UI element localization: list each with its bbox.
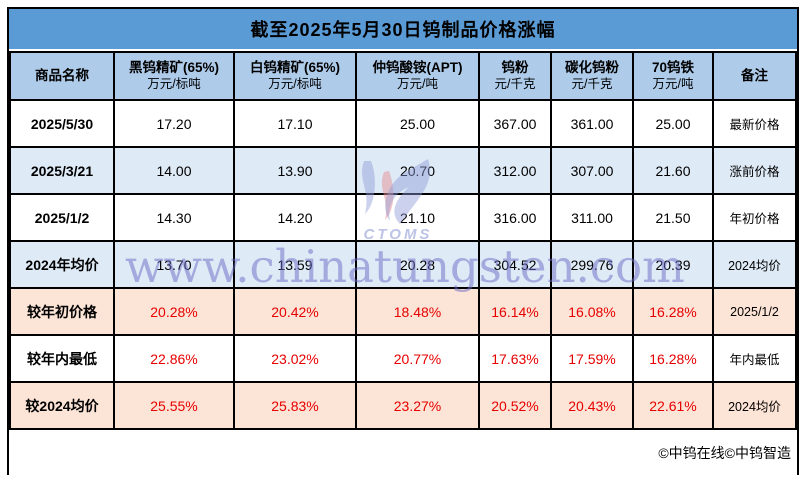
table-row: 较年内最低 22.86% 23.02% 20.77% 17.63% 17.59%… <box>9 334 797 383</box>
price-cell: 13.59 <box>233 240 357 289</box>
column-header-remark: 备注 <box>712 51 797 101</box>
note-cell: 年初价格 <box>712 193 797 242</box>
price-cell: 316.00 <box>478 193 552 242</box>
column-header-label: 黑钨精矿(65%) <box>128 59 219 75</box>
price-cell: 361.00 <box>550 99 634 148</box>
change-cell: 17.63% <box>478 334 552 383</box>
row-label: 2025/5/30 <box>9 99 115 148</box>
table-row: 较2024均价 25.55% 25.83% 23.27% 20.52% 20.4… <box>9 381 797 430</box>
column-header-scheelite: 白钨精矿(65%) 万元/标吨 <box>233 51 357 101</box>
column-header-tungsten-powder: 钨粉 元/千克 <box>478 51 552 101</box>
column-header-apt: 仲钨酸铵(APT) 万元/吨 <box>355 51 480 101</box>
table-row: 2024年均价 13.70 13.59 20.28 304.52 299.76 … <box>9 240 797 289</box>
change-cell: 20.43% <box>550 381 634 430</box>
change-cell: 16.14% <box>478 287 552 336</box>
price-cell: 14.00 <box>113 146 235 195</box>
row-label: 较2024均价 <box>9 381 115 430</box>
price-cell: 307.00 <box>550 146 634 195</box>
note-cell: 涨前价格 <box>712 146 797 195</box>
note-cell: 最新价格 <box>712 99 797 148</box>
note-cell: 2024均价 <box>712 381 797 430</box>
price-cell: 17.10 <box>233 99 357 148</box>
row-label: 2025/3/21 <box>9 146 115 195</box>
change-cell: 16.28% <box>632 287 714 336</box>
row-label: 2025/1/2 <box>9 193 115 242</box>
change-cell: 20.52% <box>478 381 552 430</box>
column-header-product: 商品名称 <box>9 51 115 101</box>
price-cell: 20.28 <box>355 240 480 289</box>
column-header-label: 商品名称 <box>35 67 89 83</box>
column-header-carbide-powder: 碳化钨粉 元/千克 <box>550 51 634 101</box>
copyright-text: ©中钨在线©中钨智造 <box>658 444 791 461</box>
column-header-unit: 万元/吨 <box>397 76 438 91</box>
change-cell: 22.86% <box>113 334 235 383</box>
column-header-label: 备注 <box>741 67 768 83</box>
price-cell: 14.30 <box>113 193 235 242</box>
change-cell: 25.83% <box>233 381 357 430</box>
price-cell: 13.70 <box>113 240 235 289</box>
column-header-unit: 万元/吨 <box>652 76 694 91</box>
table-row: 2025/3/21 14.00 13.90 20.70 312.00 307.0… <box>9 146 797 195</box>
column-header-unit: 万元/标吨 <box>268 76 322 91</box>
note-cell: 2025/1/2 <box>712 287 797 336</box>
footer-bar: ©中钨在线©中钨智造 <box>9 430 797 475</box>
price-cell: 13.90 <box>233 146 357 195</box>
column-header-unit: 元/千克 <box>571 76 613 91</box>
price-cell: 304.52 <box>478 240 552 289</box>
change-cell: 23.27% <box>355 381 480 430</box>
table-row: 2025/5/30 17.20 17.10 25.00 367.00 361.0… <box>9 99 797 148</box>
note-cell: 年内最低 <box>712 334 797 383</box>
change-cell: 20.77% <box>355 334 480 383</box>
price-cell: 20.39 <box>632 240 714 289</box>
column-header-label: 白钨精矿(65%) <box>249 59 340 75</box>
row-label: 较年初价格 <box>9 287 115 336</box>
price-cell: 21.50 <box>632 193 714 242</box>
table-title: 截至2025年5月30日钨制品价格涨幅 <box>9 9 797 51</box>
change-cell: 22.61% <box>632 381 714 430</box>
row-label: 较年内最低 <box>9 334 115 383</box>
price-cell: 299.76 <box>550 240 634 289</box>
column-header-ferrotungsten: 70钨铁 万元/吨 <box>632 51 714 101</box>
change-cell: 16.28% <box>632 334 714 383</box>
price-table-card: 截至2025年5月30日钨制品价格涨幅 商品名称 黑钨精矿(65%) 万元/标吨 … <box>7 7 799 475</box>
table-row: 较年初价格 20.28% 20.42% 18.48% 16.14% 16.08%… <box>9 287 797 336</box>
price-cell: 311.00 <box>550 193 634 242</box>
price-cell: 21.60 <box>632 146 714 195</box>
column-header-label: 70钨铁 <box>651 59 695 75</box>
change-cell: 18.48% <box>355 287 480 336</box>
price-cell: 20.70 <box>355 146 480 195</box>
change-cell: 20.28% <box>113 287 235 336</box>
price-cell: 25.00 <box>355 99 480 148</box>
price-cell: 367.00 <box>478 99 552 148</box>
price-cell: 21.10 <box>355 193 480 242</box>
change-cell: 25.55% <box>113 381 235 430</box>
change-cell: 17.59% <box>550 334 634 383</box>
price-cell: 312.00 <box>478 146 552 195</box>
change-cell: 20.42% <box>233 287 357 336</box>
column-header-unit: 元/千克 <box>494 76 536 91</box>
price-cell: 17.20 <box>113 99 235 148</box>
table-row: 2025/1/2 14.30 14.20 21.10 316.00 311.00… <box>9 193 797 242</box>
note-cell: 2024均价 <box>712 240 797 289</box>
column-header-unit: 万元/标吨 <box>147 76 201 91</box>
change-cell: 23.02% <box>233 334 357 383</box>
column-header-label: 钨粉 <box>501 59 529 75</box>
row-label: 2024年均价 <box>9 240 115 289</box>
price-table: 商品名称 黑钨精矿(65%) 万元/标吨 白钨精矿(65%) 万元/标吨 仲钨酸铵(… <box>9 51 797 430</box>
change-cell: 16.08% <box>550 287 634 336</box>
price-cell: 25.00 <box>632 99 714 148</box>
price-cell: 14.20 <box>233 193 357 242</box>
column-header-label: 碳化钨粉 <box>565 59 619 75</box>
column-header-label: 仲钨酸铵(APT) <box>372 59 463 75</box>
column-header-wolframite: 黑钨精矿(65%) 万元/标吨 <box>113 51 235 101</box>
header-row: 商品名称 黑钨精矿(65%) 万元/标吨 白钨精矿(65%) 万元/标吨 仲钨酸铵(… <box>9 51 797 101</box>
